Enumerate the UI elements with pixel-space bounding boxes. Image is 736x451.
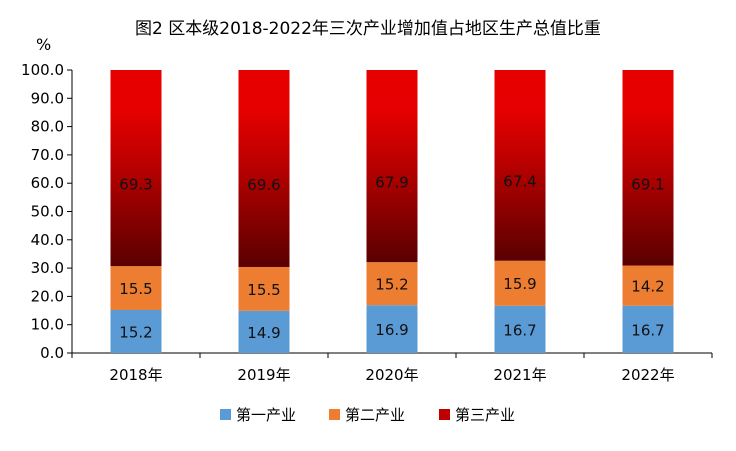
data-label: 67.9 [375,173,408,191]
legend-swatch [329,409,340,420]
legend-swatch [439,409,450,420]
x-category-label: 2022年 [621,366,674,384]
legend-label: 第三产业 [455,406,515,424]
y-tick-label: 30.0 [31,259,64,277]
legend: 第一产业 第二产业 第三产业 [220,406,515,424]
x-category-label: 2020年 [365,366,418,384]
y-tick-label: 60.0 [31,174,64,192]
bar-segment [110,70,162,267]
x-category-label: 2019年 [237,366,290,384]
data-label: 69.1 [631,175,664,193]
y-tick-label: 10.0 [31,316,64,334]
bar-segment [238,70,290,267]
data-label: 16.9 [375,321,408,339]
bar-segment [366,305,418,353]
chart-title: 图2 区本级2018-2022年三次产业增加值占地区生产总值比重 [135,19,601,39]
bar-segment [366,262,418,306]
data-label: 67.4 [503,173,536,191]
bar-segment [494,70,546,261]
y-tick-label: 40.0 [31,231,64,249]
bar-segment [110,309,162,353]
bar-segment [110,266,162,310]
legend-label: 第一产业 [236,406,296,424]
plot-area: 0.0 10.0 20.0 30.0 40.0 50.0 60.0 70.0 80.0 90.0 1… [21,61,713,384]
bar-segment [238,266,290,311]
y-tick-label: 20.0 [31,287,64,305]
bar-segment [366,70,418,263]
bar-segment [494,260,546,306]
bar-segment [494,305,546,353]
legend-label: 第二产业 [345,406,405,424]
data-label: 15.5 [119,280,152,298]
y-axis-unit: % [36,35,51,54]
y-tick-label: 50.0 [31,203,64,221]
x-category-label: 2018年 [109,366,162,384]
data-label: 16.7 [503,321,536,339]
data-label: 69.3 [119,176,152,194]
bar-segment [238,310,290,353]
data-label: 14.9 [247,324,280,342]
y-tick-label: 90.0 [31,89,64,107]
data-label: 15.2 [119,323,152,341]
data-label: 15.5 [247,281,280,299]
bar-segment [622,265,674,306]
data-label: 15.9 [503,275,536,293]
x-category-label: 2021年 [493,366,546,384]
data-label: 14.2 [631,278,664,296]
y-tick-label: 70.0 [31,146,64,164]
y-tick-label: 80.0 [31,118,64,136]
legend-swatch [220,409,231,420]
bar-segment [622,305,674,353]
data-label: 69.6 [247,176,280,194]
y-tick-label: 100.0 [21,61,64,79]
data-label: 16.7 [631,321,664,339]
y-tick-label: 0.0 [40,344,64,362]
data-label: 15.2 [375,276,408,294]
bar-segment [622,70,674,266]
